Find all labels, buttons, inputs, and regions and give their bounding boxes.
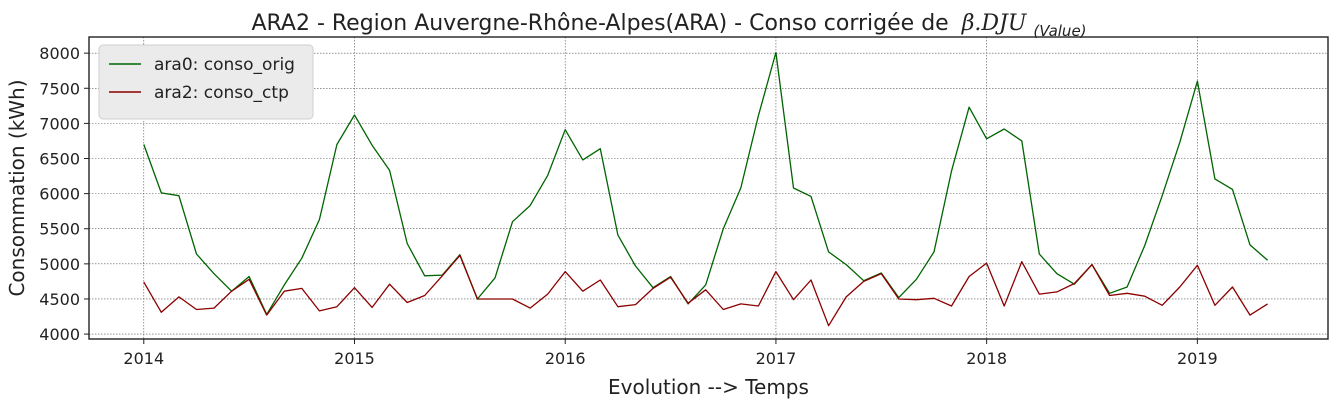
y-axis-label: Consommation (kWh) bbox=[5, 79, 29, 296]
x-tick-label: 2014 bbox=[123, 349, 164, 368]
series-layer bbox=[143, 51, 1269, 327]
x-tick-label: 2015 bbox=[334, 349, 375, 368]
x-tick-label: 2017 bbox=[756, 349, 797, 368]
x-tick-label: 2016 bbox=[545, 349, 586, 368]
x-tick-label: 2018 bbox=[966, 349, 1007, 368]
y-tick-label: 5000 bbox=[39, 255, 80, 274]
y-axis: 4000 4500 5000 5500 6000 6500 7000 7500 8000 bbox=[39, 44, 89, 344]
chart-title-main: ARA2 - Region Auvergne-Rhône-Alpes(ARA) … bbox=[251, 11, 948, 36]
x-tick-label: 2019 bbox=[1177, 349, 1218, 368]
x-axis: 2014 2015 2016 2017 2018 2019 bbox=[123, 339, 1218, 368]
y-tick-label: 8000 bbox=[39, 44, 80, 63]
series-line-2 bbox=[143, 254, 1268, 327]
y-tick-label: 6500 bbox=[39, 150, 80, 169]
y-tick-label: 7000 bbox=[39, 114, 80, 133]
chart-title-subscript: (Value) bbox=[1033, 22, 1086, 40]
y-tick-label: 7500 bbox=[39, 79, 80, 98]
y-tick-label: 4500 bbox=[39, 290, 80, 309]
y-tick-label: 5500 bbox=[39, 220, 80, 239]
legend-label-2: ara2: conso_ctp bbox=[154, 83, 289, 103]
y-tick-label: 4000 bbox=[39, 325, 80, 344]
chart-title: ARA2 - Region Auvergne-Rhône-Alpes(ARA) … bbox=[251, 11, 1086, 40]
legend-label-1: ara0: conso_orig bbox=[154, 55, 295, 75]
y-tick-label: 6000 bbox=[39, 185, 80, 204]
legend-box bbox=[98, 44, 314, 120]
chart-title-math: β.DJU bbox=[961, 11, 1028, 36]
legend: ara0: conso_orig ara2: conso_ctp bbox=[98, 44, 314, 120]
grid bbox=[89, 37, 1328, 339]
x-axis-label: Evolution --> Temps bbox=[608, 375, 809, 399]
plot-frame bbox=[88, 36, 1329, 340]
